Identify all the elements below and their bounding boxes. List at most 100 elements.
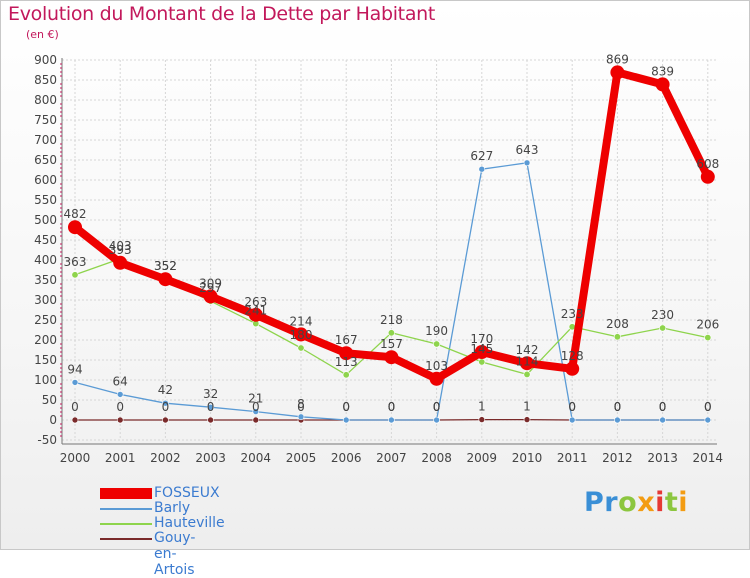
data-label-gouy-en-artois: 0 <box>71 400 79 414</box>
data-point-barly <box>569 417 575 423</box>
data-label-barly: 0 <box>704 400 712 414</box>
data-point-fosseux <box>701 170 715 184</box>
data-point-fosseux <box>68 220 82 234</box>
data-label-gouy-en-artois: 1 <box>523 400 531 414</box>
data-label-hauteville: 230 <box>651 308 674 322</box>
x-tick-label: 2007 <box>376 451 407 465</box>
data-label-hauteville: 206 <box>696 318 719 332</box>
data-point-hauteville <box>524 371 530 377</box>
line-chart: 9008508007507006506005505004504003503002… <box>0 0 750 550</box>
data-label-fosseux: 482 <box>64 207 87 221</box>
y-tick-label: 650 <box>34 153 57 167</box>
legend-label-hauteville: Hauteville <box>154 515 225 531</box>
data-label-hauteville: 113 <box>335 355 358 369</box>
y-tick-label: 550 <box>34 193 57 207</box>
x-tick-label: 2012 <box>602 451 633 465</box>
data-label-fosseux: 170 <box>470 332 493 346</box>
y-tick-label: 900 <box>34 53 57 67</box>
data-point-hauteville <box>388 330 394 336</box>
x-tick-label: 2008 <box>421 451 452 465</box>
x-tick-label: 2001 <box>105 451 136 465</box>
data-point-gouy-en-artois <box>524 417 530 423</box>
x-tick-label: 2006 <box>331 451 362 465</box>
logo-letter: i <box>678 487 688 518</box>
data-label-barly: 0 <box>433 400 441 414</box>
y-tick-label: 200 <box>34 333 57 347</box>
y-tick-label: 0 <box>49 413 57 427</box>
data-label-barly: 64 <box>113 374 128 388</box>
data-point-gouy-en-artois <box>117 417 123 423</box>
data-point-barly <box>343 417 349 423</box>
logo-letter: i <box>655 487 665 518</box>
data-label-hauteville: 208 <box>606 317 629 331</box>
x-tick-label: 2009 <box>467 451 498 465</box>
data-label-hauteville: 233 <box>561 307 584 321</box>
y-tick-label: 500 <box>34 213 57 227</box>
x-tick-label: 2002 <box>150 451 181 465</box>
data-label-fosseux: 167 <box>335 333 358 347</box>
data-label-barly: 94 <box>67 362 82 376</box>
logo-letter: x <box>637 487 655 518</box>
data-point-barly <box>388 417 394 423</box>
data-point-barly <box>524 160 530 166</box>
data-point-fosseux <box>158 272 172 286</box>
data-label-fosseux: 142 <box>516 343 539 357</box>
data-point-barly <box>117 391 123 397</box>
data-label-hauteville: 363 <box>64 255 87 269</box>
data-point-barly <box>434 417 440 423</box>
y-tick-label: 100 <box>34 373 57 387</box>
x-tick-label: 2003 <box>195 451 226 465</box>
data-point-gouy-en-artois <box>162 417 168 423</box>
data-label-hauteville: 218 <box>380 313 403 327</box>
data-point-hauteville <box>705 334 711 340</box>
data-point-hauteville <box>659 325 665 331</box>
data-point-fosseux <box>565 362 579 376</box>
data-label-fosseux: 309 <box>199 276 222 290</box>
data-point-fosseux <box>656 77 670 91</box>
y-tick-label: 400 <box>34 253 57 267</box>
y-tick-label: 750 <box>34 113 57 127</box>
y-tick-label: 350 <box>34 273 57 287</box>
data-point-barly <box>614 417 620 423</box>
data-label-gouy-en-artois: 0 <box>207 400 215 414</box>
y-tick-label: 300 <box>34 293 57 307</box>
data-point-barly <box>705 417 711 423</box>
logo-letter: r <box>604 487 618 518</box>
y-tick-label: 450 <box>34 233 57 247</box>
data-label-fosseux: 393 <box>109 243 132 257</box>
data-point-fosseux <box>113 256 127 270</box>
data-point-hauteville <box>479 359 485 365</box>
data-point-hauteville <box>433 341 439 347</box>
data-label-barly: 21 <box>248 392 263 406</box>
data-point-hauteville <box>614 334 620 340</box>
data-label-barly: 0 <box>568 400 576 414</box>
data-label-barly: 32 <box>203 387 218 401</box>
x-tick-label: 2010 <box>512 451 543 465</box>
data-label-barly: 42 <box>158 383 173 397</box>
data-point-barly <box>72 379 78 385</box>
data-label-gouy-en-artois: 0 <box>116 400 124 414</box>
data-label-barly: 8 <box>297 397 305 411</box>
data-point-hauteville <box>298 345 304 351</box>
data-point-barly <box>660 417 666 423</box>
data-label-fosseux: 352 <box>154 259 177 273</box>
data-label-fosseux: 263 <box>244 295 267 309</box>
proxiti-logo: Proxiti <box>584 487 688 518</box>
data-point-gouy-en-artois <box>253 417 259 423</box>
y-tick-label: 800 <box>34 93 57 107</box>
data-label-fosseux: 869 <box>606 52 629 66</box>
data-label-barly: 643 <box>516 143 539 157</box>
x-tick-label: 2014 <box>693 451 724 465</box>
y-tick-label: 600 <box>34 173 57 187</box>
data-point-fosseux <box>430 372 444 386</box>
data-label-fosseux: 157 <box>380 337 403 351</box>
x-tick-label: 2004 <box>241 451 272 465</box>
data-point-gouy-en-artois <box>72 417 78 423</box>
data-label-barly: 0 <box>614 400 622 414</box>
data-point-hauteville <box>343 372 349 378</box>
legend-swatch-gouy-en-artois <box>100 538 152 540</box>
x-tick-label: 2000 <box>60 451 91 465</box>
y-tick-label: 50 <box>42 393 57 407</box>
legend-label-fosseux: FOSSEUX <box>154 485 220 501</box>
data-label-barly: 0 <box>388 400 396 414</box>
